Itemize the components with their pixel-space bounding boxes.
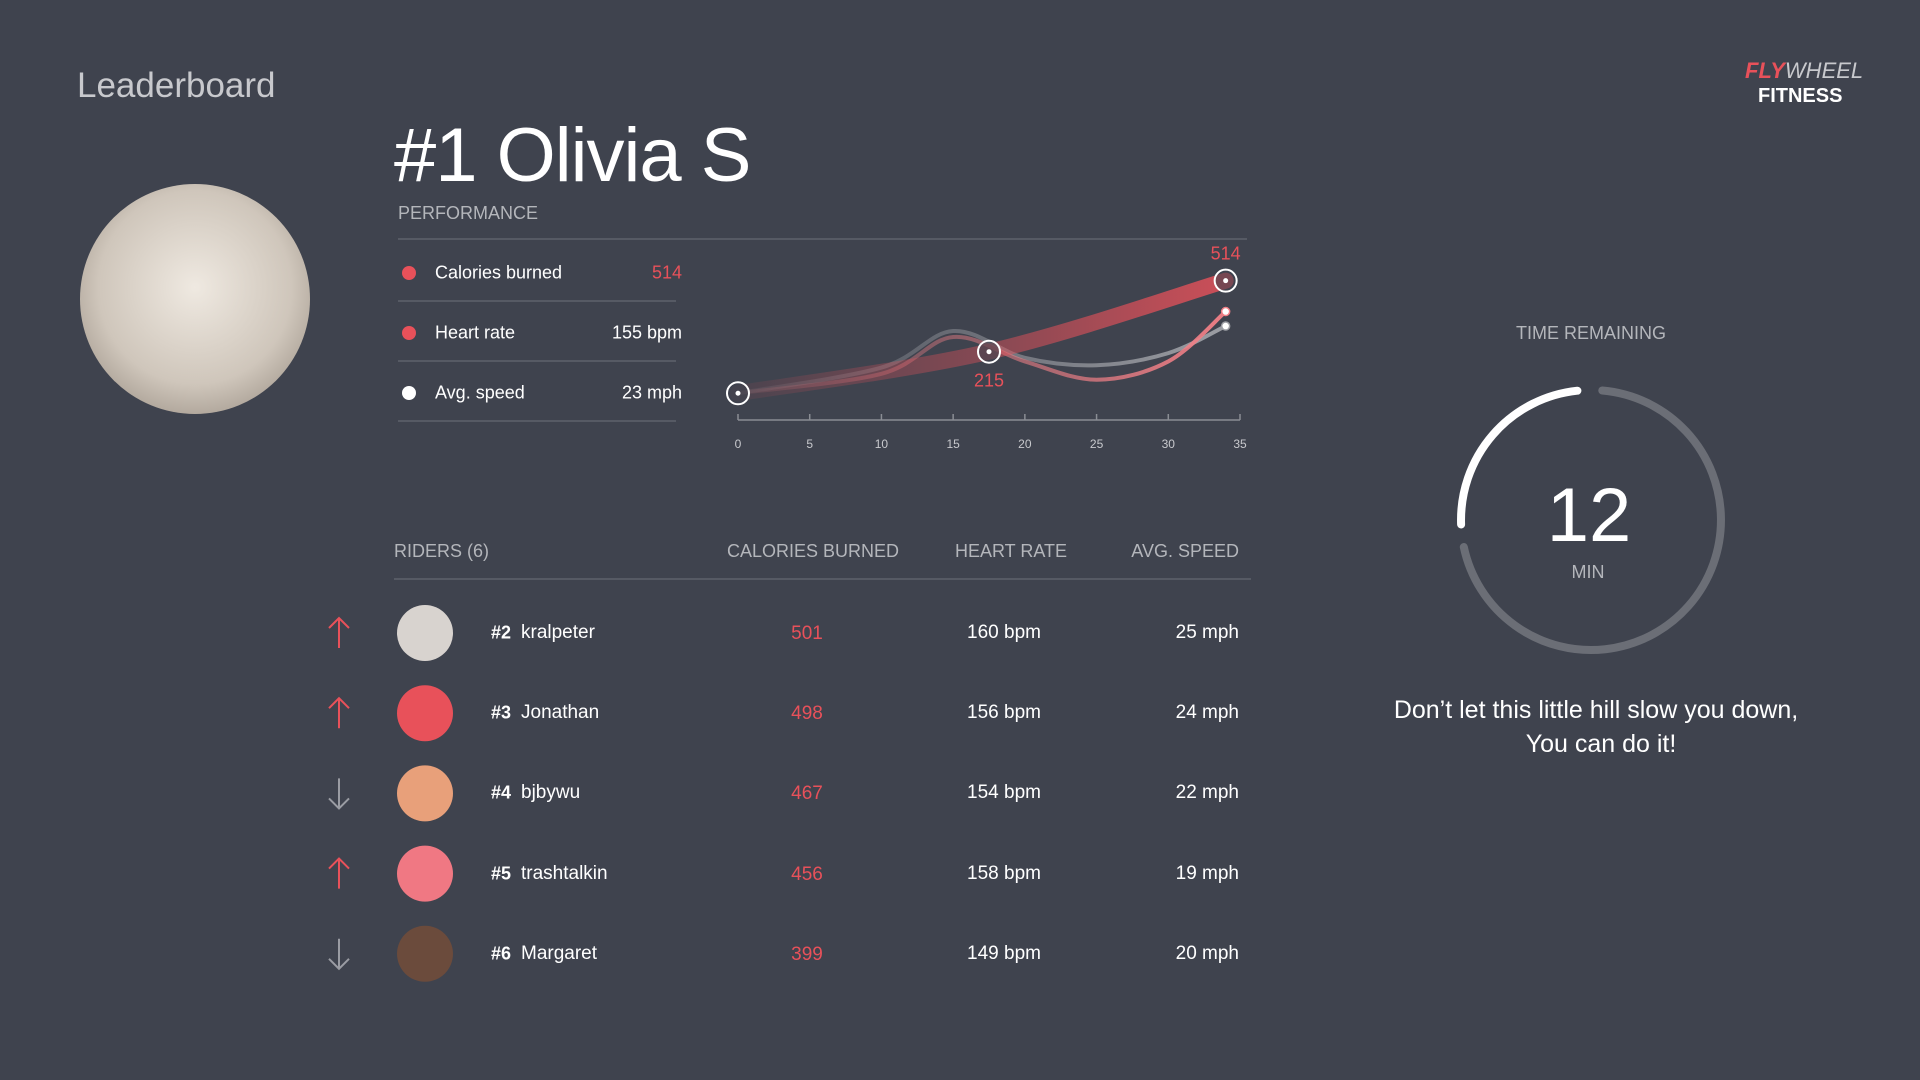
rider-name: kralpeter xyxy=(521,622,595,643)
logo: FLYWHEEL xyxy=(1745,58,1863,84)
logo-fitness: FITNESS xyxy=(1758,85,1843,107)
metric-value: 155 bpm xyxy=(611,322,682,343)
column-header: HEART RATE xyxy=(954,541,1068,561)
rider-speed: 19 mph xyxy=(1175,862,1239,884)
trend-arrow xyxy=(328,857,350,889)
x-tick-label: 30 xyxy=(1162,437,1176,451)
trend-arrow xyxy=(328,938,350,971)
rider-rank: #3 xyxy=(491,702,512,723)
rider-calories: 467 xyxy=(791,783,823,805)
trend-arrow xyxy=(328,696,350,729)
metric-value: 23 mph xyxy=(621,382,682,403)
rider-name: Margaret xyxy=(521,942,598,964)
value-label: 514 xyxy=(1211,243,1241,263)
message: You can do it! xyxy=(1525,730,1677,758)
rider-name: trashtalkin xyxy=(521,862,608,884)
riders-title: RIDERS (6) xyxy=(394,541,490,561)
x-tick-label: 0 xyxy=(735,437,742,451)
legend-dot xyxy=(402,386,416,400)
rider-heart-rate: 158 bpm xyxy=(967,862,1041,884)
page-title: Leaderboard xyxy=(77,66,276,105)
timer-track xyxy=(1459,386,1725,654)
rider-avatar xyxy=(397,605,453,661)
rider-speed: 22 mph xyxy=(1175,782,1239,804)
point-center xyxy=(735,390,741,396)
end-dot xyxy=(1220,321,1231,331)
x-tick-label: 15 xyxy=(946,437,960,451)
rider-calories: 498 xyxy=(791,703,823,725)
rider-rank: #4 xyxy=(491,782,512,803)
timer-progress xyxy=(1457,386,1582,529)
rider-calories: 501 xyxy=(791,623,823,644)
point-center xyxy=(986,349,992,355)
rider-avatar xyxy=(397,765,453,822)
trend-arrow xyxy=(328,778,350,810)
legend-dot xyxy=(402,326,416,340)
end-dot xyxy=(1220,306,1231,317)
rider-calories: 399 xyxy=(791,943,823,965)
rider-heart-rate: 149 bpm xyxy=(967,942,1041,964)
column-header: CALORIES BURNED xyxy=(726,541,900,561)
section-label: PERFORMANCE xyxy=(398,203,539,223)
timer-value: 12 xyxy=(1546,473,1632,558)
rider-name: bjbywu xyxy=(521,782,581,804)
x-tick-label: 25 xyxy=(1090,437,1104,451)
rider-avatar xyxy=(397,845,453,902)
metric-label: Heart rate xyxy=(435,322,516,343)
legend-dot xyxy=(402,266,416,280)
logo-wheel: WHEEL xyxy=(1784,58,1864,83)
rider-avatar xyxy=(397,685,453,742)
rider-rank: #6 xyxy=(491,943,512,964)
value-label: 215 xyxy=(974,370,1004,390)
rider-avatar xyxy=(397,925,453,982)
x-tick-label: 10 xyxy=(875,437,889,451)
x-tick-label: 5 xyxy=(806,437,813,451)
timer-unit: MIN xyxy=(1571,562,1605,582)
rider-name: Jonathan xyxy=(521,702,600,724)
rider-heart-rate: 154 bpm xyxy=(967,782,1041,804)
rider-speed: 20 mph xyxy=(1175,942,1239,964)
message: Don’t let this little hill slow you down… xyxy=(1393,696,1799,724)
rider-name: #1 Olivia S xyxy=(394,113,751,198)
trend-arrow xyxy=(328,616,350,648)
timer-title: TIME REMAINING xyxy=(1515,323,1667,343)
profile-photo xyxy=(80,184,310,414)
metric-label: Avg. speed xyxy=(435,382,525,403)
metric-value: 514 xyxy=(651,262,682,283)
rider-speed: 25 mph xyxy=(1175,622,1239,643)
point-center xyxy=(1223,278,1229,284)
column-header: AVG. SPEED xyxy=(1131,541,1239,561)
rider-heart-rate: 156 bpm xyxy=(967,702,1041,724)
rider-speed: 24 mph xyxy=(1175,702,1239,724)
rider-calories: 456 xyxy=(791,863,823,885)
rider-rank: #5 xyxy=(491,863,512,884)
metric-label: Calories burned xyxy=(435,262,563,283)
x-tick-label: 20 xyxy=(1018,437,1032,451)
logo-fly: FLY xyxy=(1745,58,1785,83)
rider-rank: #2 xyxy=(491,622,512,643)
x-tick-label: 35 xyxy=(1233,437,1247,451)
rider-heart-rate: 160 bpm xyxy=(967,622,1041,643)
